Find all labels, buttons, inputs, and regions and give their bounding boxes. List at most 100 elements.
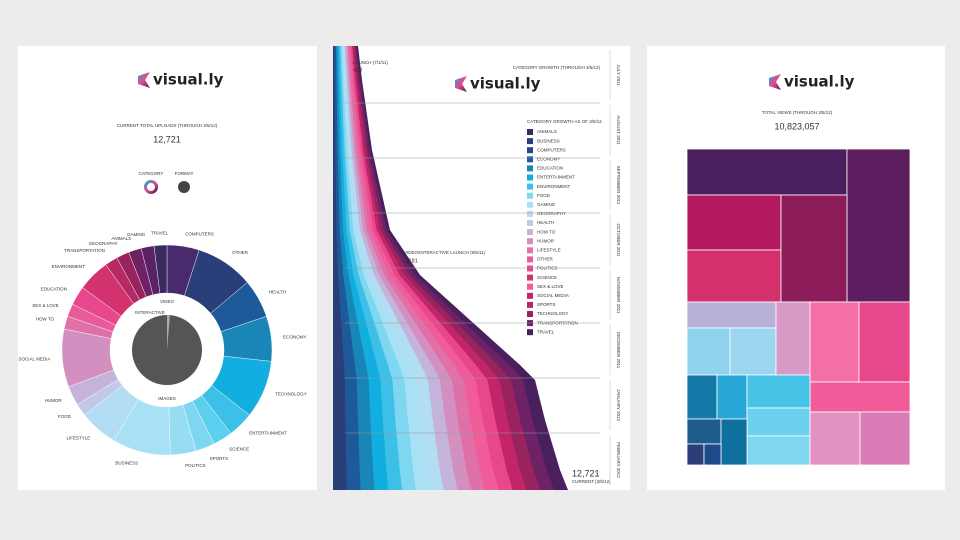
legend-label[interactable]: SOCIAL MEDIA bbox=[537, 293, 569, 298]
segment-label: ECONOMY bbox=[283, 334, 306, 339]
legend-label[interactable]: HOW TO bbox=[537, 229, 556, 234]
inner-label: VIDEO bbox=[160, 299, 175, 304]
legend-swatch[interactable] bbox=[527, 220, 533, 226]
tile bbox=[686, 301, 777, 329]
tile bbox=[858, 301, 911, 383]
tile bbox=[716, 374, 748, 420]
legend-swatch[interactable] bbox=[527, 274, 533, 281]
month-label: FEBRUARY 2012 bbox=[616, 442, 621, 478]
legend-label[interactable]: HEALTH bbox=[537, 220, 554, 225]
segment-label: ANIMALS bbox=[111, 236, 131, 241]
legend-label[interactable]: LIFESTYLE bbox=[537, 247, 561, 252]
legend-swatch[interactable] bbox=[527, 292, 533, 299]
tile bbox=[746, 435, 811, 466]
legend-label[interactable]: BUSINESS bbox=[537, 138, 560, 143]
segment-label: TRAVEL bbox=[151, 230, 169, 235]
legend-swatch[interactable] bbox=[527, 265, 533, 272]
legend-label[interactable]: ANIMALS bbox=[537, 129, 557, 134]
legend-label[interactable]: SEX & LOVE bbox=[537, 284, 564, 289]
mid-label: VIDEO/INTERACTIVE LAUNCH (9/6/11) bbox=[404, 250, 486, 255]
tile bbox=[746, 374, 811, 409]
toggle-icon[interactable] bbox=[144, 180, 158, 194]
months: JULY 2011 AUGUST 2011 SEPTEMBER 2011 OCTOBE… bbox=[345, 50, 621, 485]
tile bbox=[686, 418, 722, 445]
legend-label[interactable]: SPORTS bbox=[537, 302, 555, 307]
legend-label[interactable]: ECONOMY bbox=[537, 156, 560, 161]
tile bbox=[780, 194, 848, 303]
segment-label: SPORTS bbox=[210, 456, 228, 461]
legend-label[interactable]: HUMOR bbox=[537, 238, 555, 243]
legend: ANIMALS BUSINESS COMPUTERS ECONOMY EDUCATION… bbox=[527, 129, 578, 336]
month-label: NOVEMBER 2011 bbox=[616, 277, 621, 314]
tile bbox=[686, 443, 705, 466]
toggle[interactable]: FORMAT bbox=[175, 171, 194, 176]
tile bbox=[775, 301, 811, 376]
tile bbox=[686, 327, 731, 376]
legend-label[interactable]: GAMING bbox=[537, 202, 556, 207]
legend-swatch[interactable] bbox=[527, 183, 533, 190]
legend-label[interactable]: TECHNOLOGY bbox=[537, 311, 569, 316]
legend-label[interactable]: SCIENCE bbox=[537, 275, 557, 280]
legend-swatch[interactable] bbox=[527, 329, 533, 336]
legend-label[interactable]: EDUCATION bbox=[537, 166, 563, 171]
legend-label[interactable]: COMPUTERS bbox=[537, 147, 566, 152]
segment-label: HUMOR bbox=[45, 398, 63, 403]
legend-swatch[interactable] bbox=[527, 256, 533, 263]
segment-label: SCIENCE bbox=[229, 446, 249, 451]
segment-label: BUSINESS bbox=[115, 461, 138, 466]
tile bbox=[686, 249, 782, 303]
legend-swatch[interactable] bbox=[527, 138, 533, 145]
month-label: OCTOBER 2011 bbox=[616, 223, 621, 257]
end-label: CURRENT (3/5/12) bbox=[572, 479, 611, 484]
tile bbox=[703, 443, 722, 466]
total: 12,721 bbox=[153, 134, 181, 144]
month-label: JULY 2011 bbox=[616, 64, 621, 86]
legend-swatch[interactable] bbox=[527, 129, 533, 135]
legend-swatch[interactable] bbox=[527, 210, 533, 217]
mid-value: 3,181 bbox=[404, 258, 418, 264]
legend-swatch[interactable] bbox=[527, 174, 533, 181]
legend-swatch[interactable] bbox=[527, 229, 533, 236]
legend-label[interactable]: TRAVEL bbox=[537, 329, 555, 334]
format-slice bbox=[167, 314, 170, 350]
toggle[interactable]: CATEGORY bbox=[139, 171, 164, 176]
legend-swatch[interactable] bbox=[527, 201, 533, 208]
segment-label: HEALTH bbox=[269, 290, 286, 295]
toggle-icon[interactable] bbox=[178, 181, 190, 193]
tile bbox=[729, 327, 777, 376]
end-value: 12,721 bbox=[572, 468, 600, 478]
legend-swatch[interactable] bbox=[527, 192, 533, 199]
legend-swatch[interactable] bbox=[527, 311, 533, 317]
month-label: AUGUST 2011 bbox=[616, 115, 621, 145]
month-label: DECEMBER 2011 bbox=[616, 332, 621, 369]
logo-icon bbox=[769, 74, 781, 90]
month-label: SEPTEMBER 2011 bbox=[616, 166, 621, 205]
tile bbox=[746, 407, 811, 437]
logo: visual.ly bbox=[784, 73, 855, 91]
legend-label[interactable]: FOOD bbox=[537, 193, 551, 198]
logo-icon bbox=[138, 72, 150, 88]
segment-label: EDUCATION bbox=[41, 287, 67, 292]
tile bbox=[686, 374, 718, 420]
segment-label: SEX & LOVE bbox=[32, 303, 59, 308]
tile bbox=[809, 411, 861, 466]
tile bbox=[720, 418, 748, 466]
legend-swatch[interactable] bbox=[527, 156, 533, 163]
tile bbox=[809, 381, 911, 413]
legend-swatch[interactable] bbox=[527, 247, 533, 254]
legend-label[interactable]: ENVIRONMENT bbox=[537, 184, 571, 189]
legend-swatch[interactable] bbox=[527, 147, 533, 154]
legend-swatch[interactable] bbox=[527, 238, 533, 245]
launch-label: LAUNCH (7/1/11) bbox=[353, 60, 388, 65]
legend-label[interactable]: GEOGRAPHY bbox=[537, 211, 566, 216]
treemap bbox=[686, 148, 911, 466]
legend-swatch[interactable] bbox=[527, 301, 533, 308]
legend-label[interactable]: ENTERTAINMENT bbox=[537, 175, 575, 180]
legend-label[interactable]: OTHER bbox=[537, 257, 554, 262]
legend-swatch[interactable] bbox=[527, 283, 533, 290]
legend-title: CATEGORY GROWTH AS OF 3/5/12 bbox=[527, 119, 602, 124]
tile bbox=[686, 148, 848, 196]
legend-swatch[interactable] bbox=[527, 165, 533, 172]
segment-label: OTHER bbox=[232, 250, 249, 255]
